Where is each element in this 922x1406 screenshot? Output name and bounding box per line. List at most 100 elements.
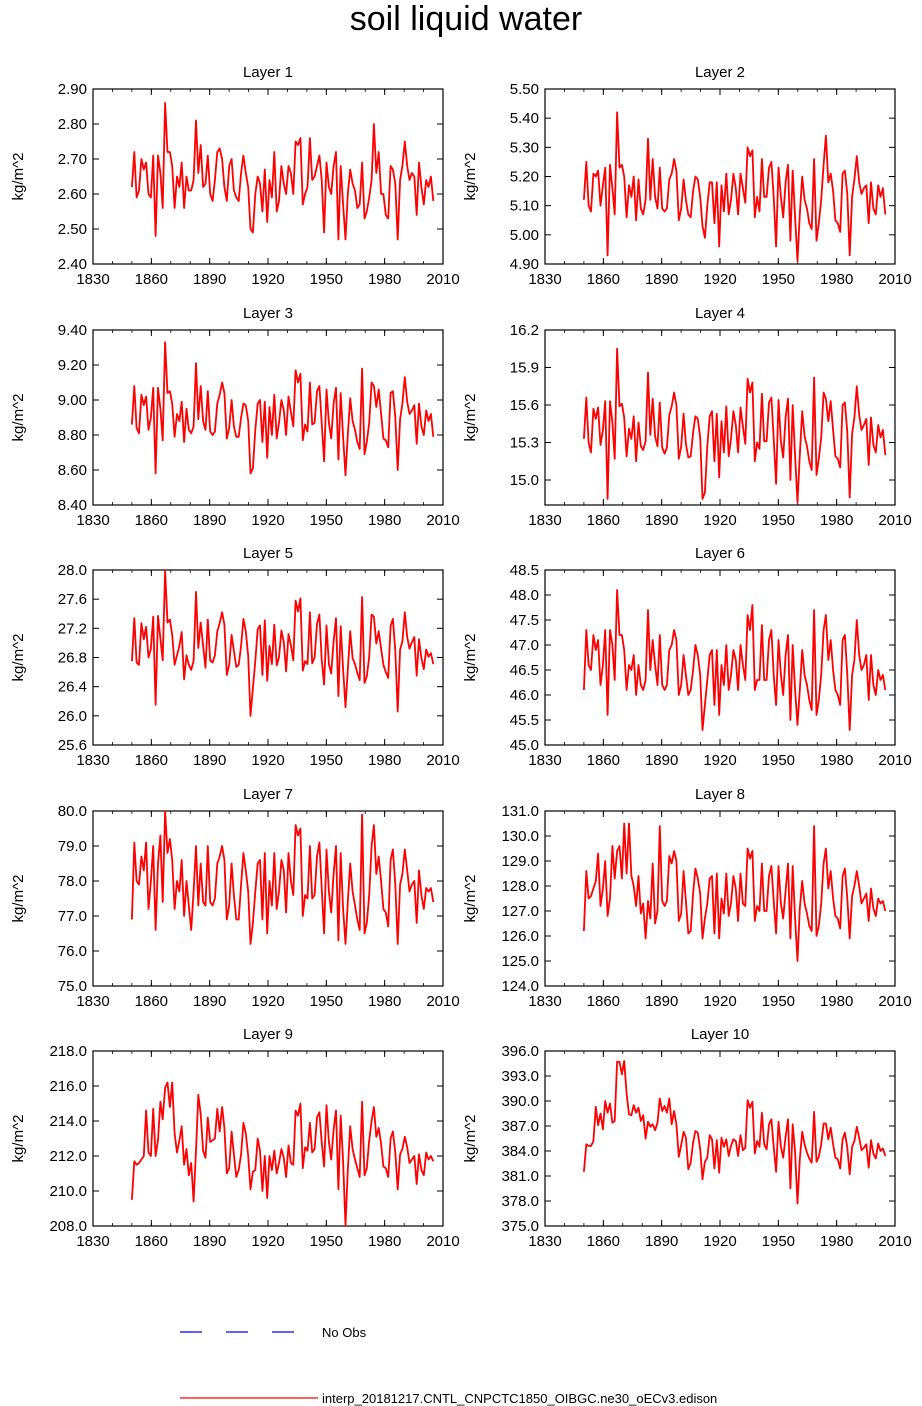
y-tick-label: 26.4 <box>58 679 87 696</box>
y-tick-label: 47.0 <box>510 637 539 654</box>
panel-title: Layer 2 <box>695 64 745 81</box>
y-tick-label: 393.0 <box>501 1068 539 1085</box>
y-tick-label: 46.5 <box>510 662 539 679</box>
panel-title: Layer 10 <box>691 1026 749 1043</box>
y-tick-label: 15.3 <box>510 435 539 452</box>
panel-title: Layer 9 <box>243 1026 293 1043</box>
x-tick-label: 1860 <box>587 271 620 288</box>
x-tick-label: 2010 <box>878 512 911 529</box>
legend-series-label: interp_20181217.CNTL_CNPCTC1850_OIBGC.ne… <box>322 1391 717 1406</box>
panel-title: Layer 7 <box>243 786 293 803</box>
y-tick-label: 129.0 <box>501 853 539 870</box>
y-tick-label: 5.20 <box>510 169 539 186</box>
x-tick-label: 1920 <box>703 512 736 529</box>
x-tick-label: 1920 <box>251 1233 284 1250</box>
panel-title: Layer 4 <box>695 305 745 322</box>
x-tick-label: 1860 <box>135 1233 168 1250</box>
y-tick-label: 8.60 <box>58 462 87 479</box>
y-tick-label: 5.30 <box>510 139 539 156</box>
x-tick-label: 2010 <box>878 752 911 769</box>
x-tick-label: 1920 <box>703 993 736 1010</box>
y-tick-label: 128.0 <box>501 878 539 895</box>
y-tick-label: 8.80 <box>58 427 87 444</box>
panel-layer-9: Layer 9 kg/m^2 1830 1860 1890 1920 1950 1980 201… <box>10 1026 460 1250</box>
x-tick-label: 1830 <box>528 1233 561 1250</box>
x-tick-label: 2010 <box>426 512 459 529</box>
x-tick-label: 1950 <box>762 993 795 1010</box>
y-tick-label: 78.0 <box>58 873 87 890</box>
y-tick-label: 124.0 <box>501 978 539 995</box>
x-tick-label: 2010 <box>426 1233 459 1250</box>
y-tick-label: 9.20 <box>58 357 87 374</box>
y-tick-label: 2.70 <box>58 151 87 168</box>
x-tick-label: 1860 <box>587 993 620 1010</box>
panel-title: Layer 6 <box>695 545 745 562</box>
x-tick-label: 1950 <box>762 271 795 288</box>
x-tick-label: 1950 <box>310 1233 343 1250</box>
y-tick-label: 214.0 <box>49 1113 87 1130</box>
x-tick-label: 1830 <box>528 993 561 1010</box>
y-tick-label: 27.2 <box>58 620 87 637</box>
y-tick-label: 4.90 <box>510 256 539 273</box>
y-tick-label: 218.0 <box>49 1043 87 1060</box>
y-tick-label: 48.0 <box>510 587 539 604</box>
panel-layer-2: Layer 2 kg/m^2 1830 1860 1890 1920 1950 1980 201… <box>462 64 912 288</box>
x-tick-label: 1860 <box>135 271 168 288</box>
x-tick-label: 1980 <box>368 512 401 529</box>
x-tick-label: 1950 <box>310 752 343 769</box>
y-tick-label: 5.10 <box>510 198 539 215</box>
y-tick-label: 46.0 <box>510 687 539 704</box>
x-tick-label: 1950 <box>310 512 343 529</box>
x-tick-label: 1950 <box>762 512 795 529</box>
series-line <box>131 102 435 241</box>
y-axis-label: kg/m^2 <box>10 1115 27 1163</box>
y-tick-label: 378.0 <box>501 1193 539 1210</box>
x-tick-label: 1920 <box>703 1233 736 1250</box>
x-tick-label: 2010 <box>878 993 911 1010</box>
y-tick-label: 384.0 <box>501 1143 539 1160</box>
y-tick-label: 5.00 <box>510 227 539 244</box>
x-tick-label: 1920 <box>703 271 736 288</box>
series-line <box>131 810 435 945</box>
y-tick-label: 47.5 <box>510 612 539 629</box>
y-tick-label: 9.40 <box>58 322 87 339</box>
panel-layer-6: Layer 6 kg/m^2 1830 1860 1890 1920 1950 1980 201… <box>462 545 912 769</box>
series-line <box>583 111 887 263</box>
y-axis-label: kg/m^2 <box>462 875 479 923</box>
y-tick-label: 45.0 <box>510 737 539 754</box>
y-tick-label: 15.6 <box>510 397 539 414</box>
y-axis-label: kg/m^2 <box>462 153 479 201</box>
y-tick-label: 396.0 <box>501 1043 539 1060</box>
panel-layer-5: Layer 5 kg/m^2 1830 1860 1890 1920 1950 1980 201… <box>10 545 460 769</box>
y-tick-label: 15.0 <box>510 472 539 489</box>
y-tick-label: 2.40 <box>58 256 87 273</box>
y-tick-label: 26.8 <box>58 650 87 667</box>
y-tick-label: 208.0 <box>49 1218 87 1235</box>
y-tick-label: 125.0 <box>501 953 539 970</box>
x-tick-label: 1830 <box>76 1233 109 1250</box>
x-tick-label: 1920 <box>251 271 284 288</box>
y-tick-label: 9.00 <box>58 392 87 409</box>
figure-title: soil liquid water <box>350 0 582 38</box>
y-tick-label: 8.40 <box>58 497 87 514</box>
x-tick-label: 1980 <box>820 993 853 1010</box>
series-line <box>583 347 887 504</box>
y-axis-label: kg/m^2 <box>10 875 27 923</box>
panel-layer-3: Layer 3 kg/m^2 1830 1860 1890 1920 1950 1980 201… <box>10 305 460 529</box>
x-tick-label: 1950 <box>762 1233 795 1250</box>
x-tick-label: 1890 <box>645 993 678 1010</box>
y-axis-label: kg/m^2 <box>462 634 479 682</box>
legend-no-obs-label: No Obs <box>322 1325 367 1340</box>
x-tick-label: 1890 <box>645 1233 678 1250</box>
x-tick-label: 1860 <box>587 512 620 529</box>
y-tick-label: 130.0 <box>501 828 539 845</box>
y-tick-label: 15.9 <box>510 360 539 377</box>
x-tick-label: 1980 <box>820 752 853 769</box>
x-tick-label: 1950 <box>310 993 343 1010</box>
x-tick-label: 1890 <box>193 752 226 769</box>
y-tick-label: 26.0 <box>58 708 87 725</box>
y-tick-label: 131.0 <box>501 803 539 820</box>
x-tick-label: 1980 <box>820 271 853 288</box>
x-tick-label: 2010 <box>426 993 459 1010</box>
